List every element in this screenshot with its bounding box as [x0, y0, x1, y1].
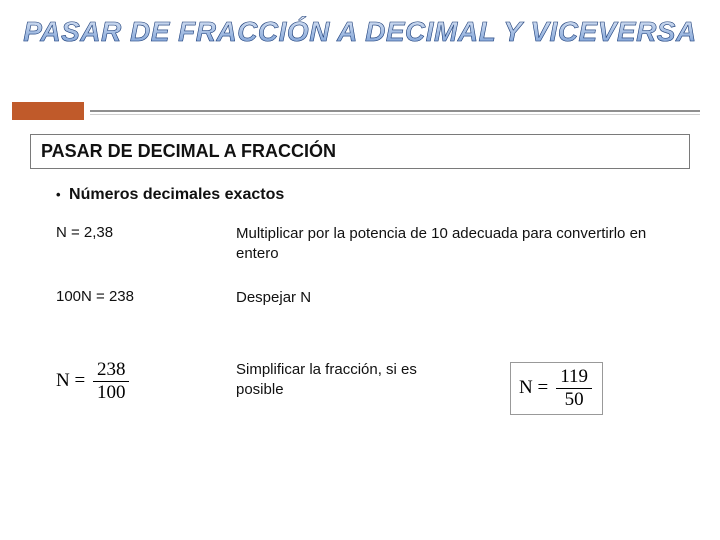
- result-stack: 119 50: [556, 367, 592, 410]
- step-3-fraction: N = 238 100: [56, 360, 226, 403]
- fraction-stack: 238 100: [93, 360, 130, 403]
- step-1-description: Multiplicar por la potencia de 10 adecua…: [236, 224, 690, 265]
- bullet-dot: •: [56, 187, 61, 202]
- accent-line: [90, 110, 700, 112]
- fraction-numerator: 238: [93, 360, 130, 380]
- step-3-description: Simplificar la fracción, si es posible: [236, 360, 466, 401]
- accent-line-shadow: [90, 114, 700, 115]
- bullet-heading: • Números decimales exactos: [56, 186, 284, 204]
- step-2-expression: 100N = 238: [56, 288, 226, 305]
- bullet-text: Números decimales exactos: [69, 186, 284, 203]
- result-lhs: N =: [519, 377, 548, 399]
- result-denominator: 50: [556, 390, 592, 410]
- step-2-description: Despejar N: [236, 288, 690, 308]
- slide-title: PASAR DE FRACCIÓN A DECIMAL Y VICEVERSA: [23, 14, 696, 49]
- accent-divider: [0, 102, 720, 108]
- result-numerator: 119: [556, 367, 592, 387]
- accent-bar: [12, 102, 84, 120]
- section-heading: PASAR DE DECIMAL A FRACCIÓN: [30, 134, 690, 169]
- step-1-expression: N = 2,38: [56, 224, 226, 241]
- fraction-lhs: N =: [56, 370, 85, 392]
- fraction-denominator: 100: [93, 383, 130, 403]
- result-fraction-box: N = 119 50: [510, 362, 603, 415]
